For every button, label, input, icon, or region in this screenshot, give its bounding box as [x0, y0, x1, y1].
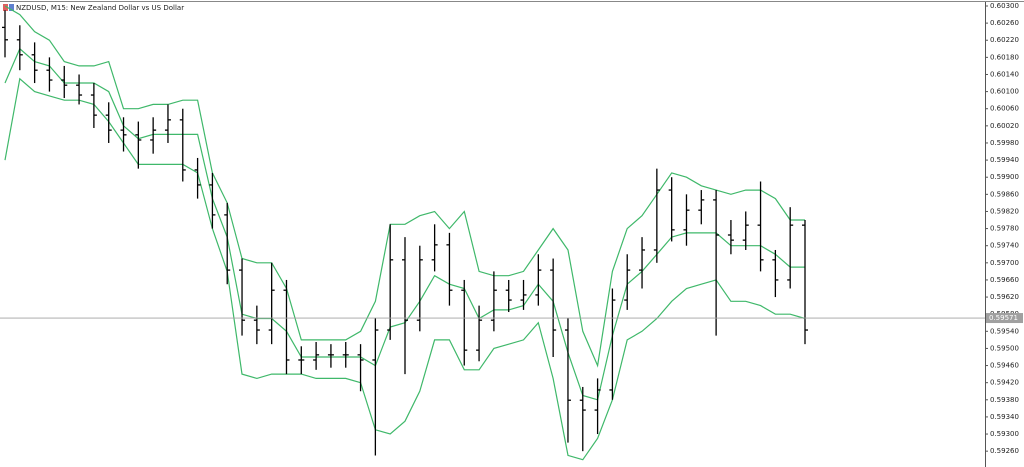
ohlc-bar — [209, 172, 216, 229]
y-tick-label: 0.60220 — [990, 36, 1019, 44]
y-tick-label: 0.59740 — [990, 242, 1019, 250]
ohlc-bar — [105, 102, 112, 143]
ohlc-bar — [164, 104, 171, 143]
y-tick-label: 0.60260 — [990, 19, 1019, 27]
y-tick-label: 0.59260 — [990, 447, 1019, 455]
ohlc-bar — [90, 83, 97, 128]
ohlc-bar — [683, 194, 690, 246]
chart-title: NZDUSD, M15: New Zealand Dollar vs US Do… — [16, 4, 184, 12]
y-tick-label: 0.60300 — [990, 2, 1019, 10]
ohlc-bar — [802, 220, 808, 345]
ohlc-bar — [653, 168, 660, 263]
y-tick-label: 0.59340 — [990, 413, 1019, 421]
ohlc-bar — [476, 305, 483, 362]
y-tick-label: 0.59500 — [990, 344, 1019, 352]
ohlc-bar — [698, 190, 705, 225]
ohlc-bar — [594, 378, 601, 435]
ohlc-bar — [76, 74, 83, 105]
ohlc-bar — [772, 249, 779, 298]
ohlc-bar — [327, 344, 334, 368]
ohlc-bar — [135, 121, 142, 169]
y-tick-label: 0.60020 — [990, 122, 1019, 130]
ohlc-bar — [490, 271, 497, 332]
y-tick-label: 0.60140 — [990, 70, 1019, 78]
ohlc-bar — [713, 190, 720, 336]
y-tick-label: 0.59620 — [990, 293, 1019, 301]
ohlc-bar — [2, 10, 8, 58]
y-tick-label: 0.59380 — [990, 396, 1019, 404]
y-tick-label: 0.59860 — [990, 190, 1019, 198]
ohlc-bar — [46, 57, 53, 92]
ohlc-bar — [253, 305, 260, 345]
y-tick-label: 0.60180 — [990, 53, 1019, 61]
ohlc-bar — [357, 344, 364, 392]
y-tick-label: 0.59540 — [990, 327, 1019, 335]
ohlc-bar — [520, 279, 527, 310]
ohlc-bar — [298, 346, 305, 375]
ohlc-bar — [224, 202, 231, 285]
ohlc-bar — [283, 279, 290, 375]
y-tick-label: 0.59660 — [990, 276, 1019, 284]
y-tick-label: 0.59420 — [990, 379, 1019, 387]
current-price-label: 0.59571 — [989, 314, 1018, 322]
ohlc-bar — [16, 25, 23, 71]
ohlc-bar — [550, 258, 557, 357]
ohlc-bar — [61, 65, 68, 99]
ohlc-bar — [239, 258, 246, 336]
ohlc-bar — [416, 245, 423, 332]
y-tick-label: 0.59700 — [990, 259, 1019, 267]
ohlc-bar — [564, 318, 571, 443]
ohlc-bar — [757, 181, 764, 272]
ohlc-bar — [179, 108, 186, 182]
y-tick-label: 0.59780 — [990, 225, 1019, 233]
ohlc-bar — [150, 117, 157, 154]
ohlc-bar — [268, 262, 275, 345]
ohlc-bar — [639, 237, 646, 289]
ohlc-bar — [31, 42, 38, 84]
y-tick-label: 0.59300 — [990, 430, 1019, 438]
y-tick-label: 0.59460 — [990, 362, 1019, 370]
ohlc-bar — [624, 254, 631, 310]
y-tick-label: 0.59980 — [990, 139, 1019, 147]
symbol-icon — [3, 4, 14, 11]
ohlc-bar — [431, 224, 438, 272]
ohlc-bar — [342, 342, 349, 368]
ohlc-bar — [609, 288, 616, 400]
ohlc-bar — [787, 207, 794, 289]
y-tick-label: 0.59820 — [990, 207, 1019, 215]
ohlc-bar — [727, 220, 734, 255]
current-price-box — [986, 313, 1023, 324]
ohlc-bar — [387, 224, 394, 340]
ohlc-bar — [461, 279, 468, 366]
ohlc-bar — [668, 177, 675, 242]
ohlc-bar — [313, 342, 320, 370]
ohlc-bar — [742, 211, 749, 250]
ohlc-bar — [579, 386, 586, 452]
ohlc-bar — [446, 232, 453, 306]
band-upper — [4, 5, 805, 368]
y-tick-label: 0.59940 — [990, 156, 1019, 164]
ohlc-bar — [505, 279, 512, 313]
ohlc-bar — [372, 318, 379, 456]
ohlc-bar — [194, 157, 201, 199]
ohlc-bar — [402, 237, 408, 375]
y-tick-label: 0.59900 — [990, 173, 1019, 181]
ohlc-bar — [120, 117, 127, 152]
y-tick-label: 0.60100 — [990, 88, 1019, 96]
ohlc-bar — [535, 254, 542, 306]
y-tick-label: 0.60060 — [990, 105, 1019, 113]
